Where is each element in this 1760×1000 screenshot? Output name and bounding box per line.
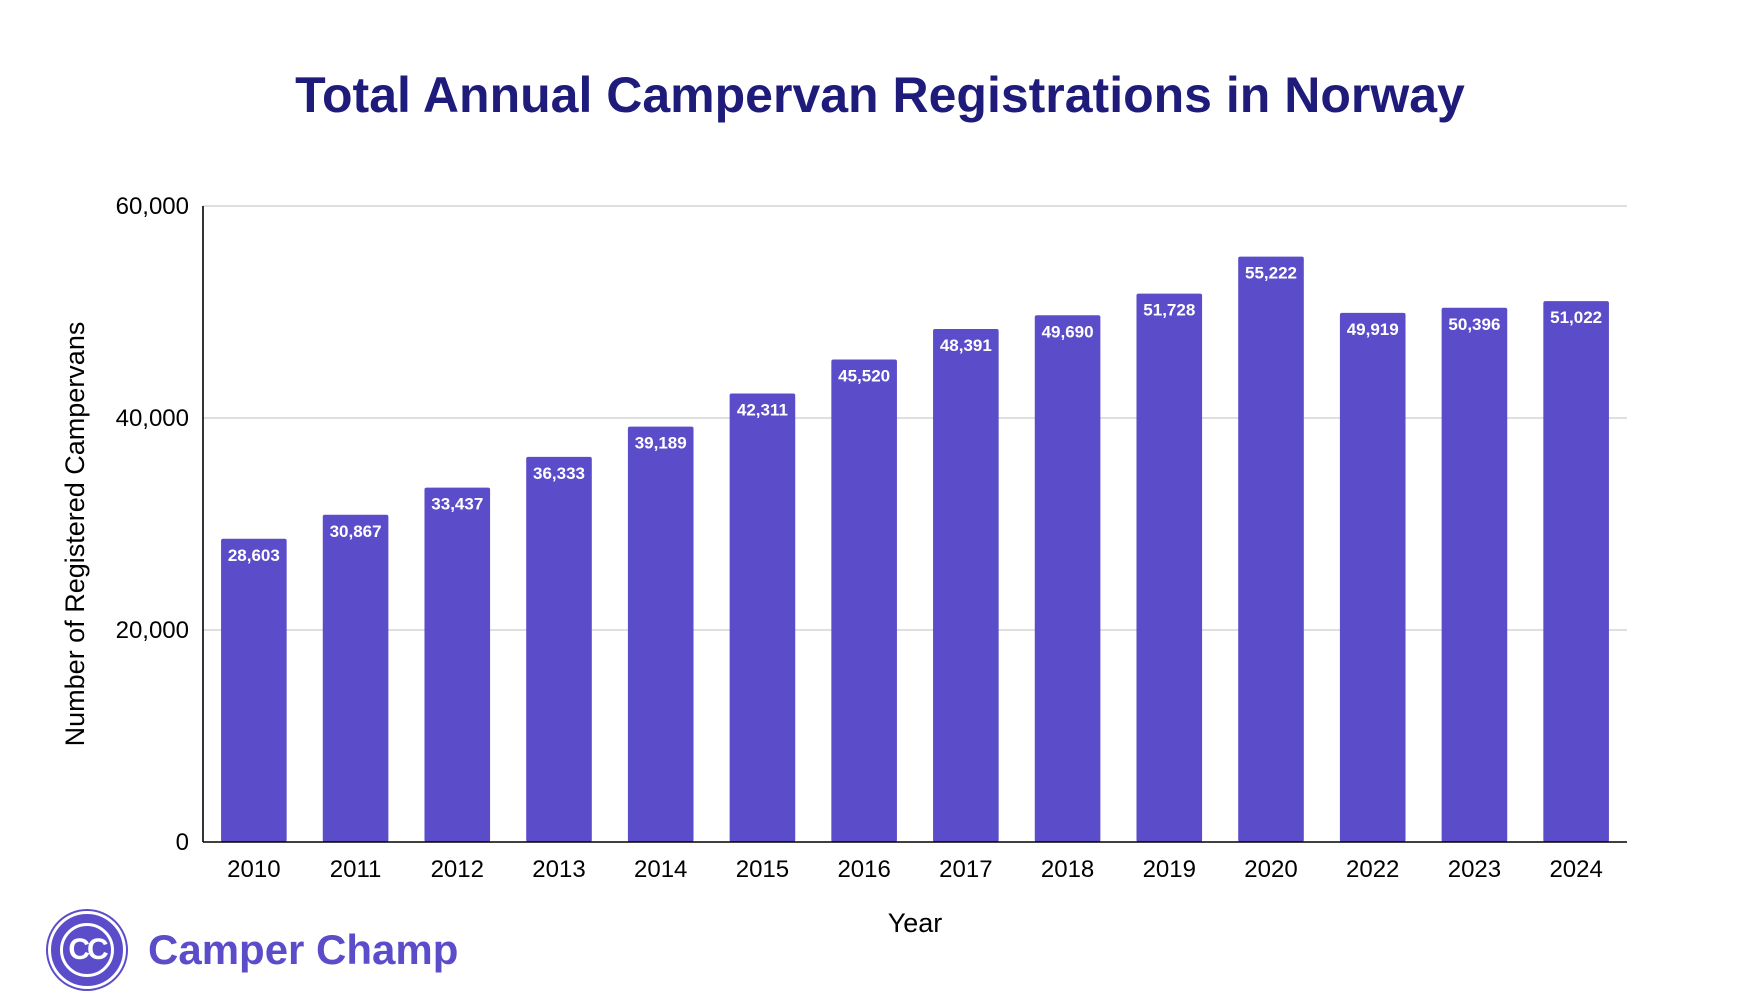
bar-value-label: 49,919 xyxy=(1347,320,1399,339)
bar xyxy=(1441,307,1508,843)
bar-value-label: 39,189 xyxy=(635,434,687,453)
bar-value-label: 51,022 xyxy=(1550,308,1602,327)
x-axis-label: Year xyxy=(888,908,943,938)
bar-value-label: 48,391 xyxy=(940,336,992,355)
x-tick-label: 2010 xyxy=(227,856,280,883)
axes xyxy=(202,206,1627,843)
brand-logo-text: CC xyxy=(60,923,114,977)
y-tick-label: 20,000 xyxy=(116,617,189,644)
x-tick-label: 2022 xyxy=(1346,856,1399,883)
bar xyxy=(1339,312,1406,842)
brand-logo-icon: CC xyxy=(48,911,126,989)
x-tick-label: 2014 xyxy=(634,856,687,883)
bar xyxy=(831,359,897,842)
x-tick-label: 2015 xyxy=(736,856,789,883)
bar xyxy=(526,456,592,842)
y-axis-label: Number of Registered Campervans xyxy=(60,322,90,747)
y-tick-label: 0 xyxy=(176,829,189,856)
bar-value-label: 51,728 xyxy=(1143,301,1195,320)
x-tick-label: 2011 xyxy=(330,856,382,883)
bar-value-label: 28,603 xyxy=(228,546,280,565)
bar-value-label: 30,867 xyxy=(330,522,382,541)
bar xyxy=(627,426,694,842)
bar-value-label: 33,437 xyxy=(431,495,483,514)
x-tick-label: 2023 xyxy=(1448,856,1501,883)
bar-value-label: 36,333 xyxy=(533,464,585,483)
bar xyxy=(221,538,287,842)
bar xyxy=(933,329,999,842)
bar xyxy=(1136,293,1203,842)
y-tick-label: 60,000 xyxy=(116,193,189,220)
bar-value-label: 50,396 xyxy=(1448,315,1500,334)
x-tick-label: 2016 xyxy=(837,856,890,883)
bar xyxy=(1034,315,1101,842)
bar-value-label: 42,311 xyxy=(737,401,788,420)
bar-value-label: 49,690 xyxy=(1042,322,1094,341)
x-tick-label: 2013 xyxy=(532,856,585,883)
y-tick-label: 40,000 xyxy=(116,405,189,432)
x-tick-label: 2024 xyxy=(1549,856,1602,883)
brand: CC Camper Champ xyxy=(48,910,458,990)
bar xyxy=(729,393,796,842)
bar xyxy=(424,487,491,842)
bar xyxy=(322,514,389,842)
chart-title: Total Annual Campervan Registrations in … xyxy=(295,67,1465,123)
grid-lines xyxy=(203,205,1627,631)
brand-name: Camper Champ xyxy=(148,926,459,973)
bar-value-label: 45,520 xyxy=(838,366,890,385)
bar xyxy=(1238,256,1304,842)
x-tick-label: 2018 xyxy=(1041,856,1094,883)
x-tick-label: 2019 xyxy=(1143,856,1196,883)
x-tick-label: 2020 xyxy=(1244,856,1297,883)
x-tick-label: 2017 xyxy=(939,856,992,883)
x-tick-label: 2012 xyxy=(431,856,484,883)
bars: 28,603 30,867 33,437 36,333 39,189 42,311 45,5… xyxy=(221,256,1609,843)
y-tick-labels: 0 20,000 40,000 60,000 xyxy=(116,193,189,856)
bar xyxy=(1543,301,1609,842)
x-tick-labels: 2010 2011 2012 2013 2014 2015 2016 2017 2018 2019… xyxy=(227,856,1603,883)
bar-value-label: 55,222 xyxy=(1245,264,1297,283)
